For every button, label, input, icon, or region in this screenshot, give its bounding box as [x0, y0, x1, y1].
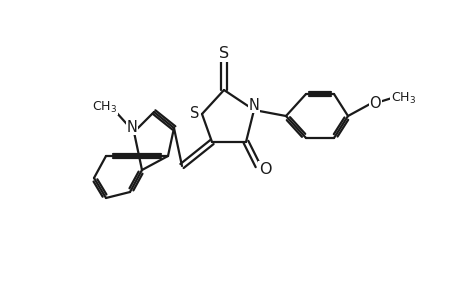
Text: N: N — [248, 98, 259, 113]
Text: CH$_3$: CH$_3$ — [92, 100, 117, 115]
Text: O: O — [369, 97, 380, 112]
Text: S: S — [190, 106, 199, 122]
Text: CH$_3$: CH$_3$ — [390, 90, 415, 106]
Text: N: N — [126, 120, 137, 135]
Text: O: O — [258, 162, 271, 177]
Text: S: S — [218, 46, 229, 62]
